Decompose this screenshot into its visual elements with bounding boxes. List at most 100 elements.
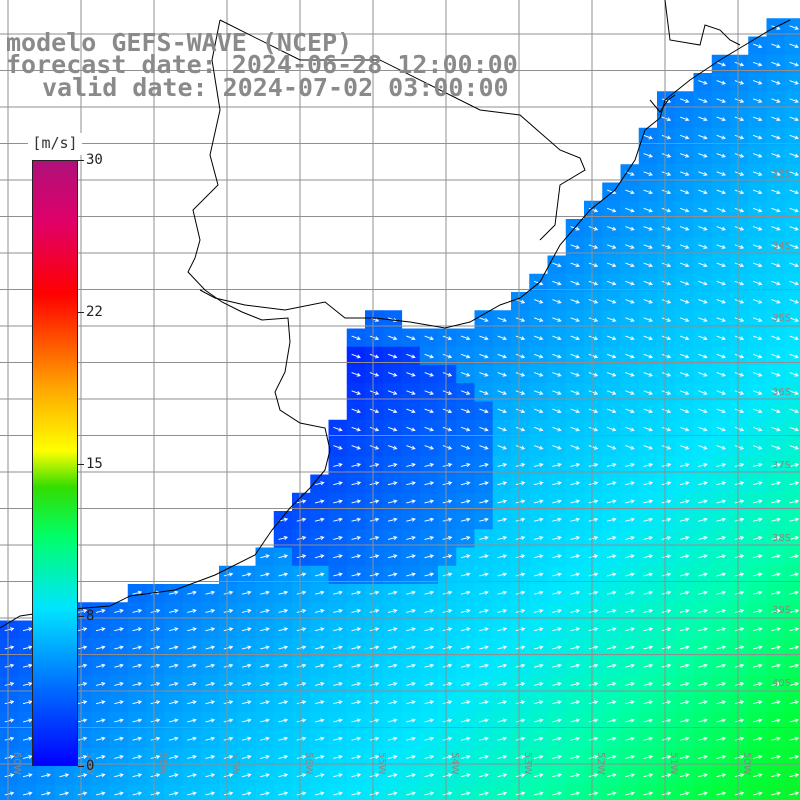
wind-arrow xyxy=(369,773,380,778)
wind-arrow xyxy=(570,390,580,395)
wind-arrow xyxy=(734,700,745,705)
wind-arrow xyxy=(442,572,453,577)
latitude-labels: 33S 34S 35S 36S 37S 38S 39S 40S xyxy=(772,169,791,689)
wind-arrow xyxy=(679,554,690,559)
wind-arrow xyxy=(187,645,197,650)
wind-arrow xyxy=(95,608,106,613)
wind-arrow xyxy=(296,590,307,595)
wind-arrow xyxy=(789,335,799,341)
wind-arrow xyxy=(552,791,562,796)
wind-arrow xyxy=(406,445,416,450)
wind-arrow xyxy=(205,700,216,705)
wind-arrow xyxy=(679,462,690,467)
wind-arrow xyxy=(716,445,726,450)
wind-arrow xyxy=(716,481,727,486)
wind-arrow xyxy=(278,645,289,650)
wind-arrow xyxy=(606,207,617,213)
wind-arrow xyxy=(296,517,307,522)
wind-arrow xyxy=(606,299,617,304)
wind-arrow xyxy=(552,700,562,705)
wind-cell xyxy=(784,383,800,403)
wind-arrow xyxy=(789,499,800,504)
wind-cell xyxy=(784,36,800,56)
wind-arrow xyxy=(515,426,526,432)
wind-arrow xyxy=(679,280,690,286)
wind-arrow xyxy=(114,718,124,723)
wind-arrow xyxy=(497,663,508,668)
wind-arrow xyxy=(771,61,781,67)
wind-arrow xyxy=(187,700,197,705)
wind-arrow xyxy=(679,627,690,632)
wind-cell xyxy=(73,784,92,800)
wind-arrow xyxy=(22,773,33,778)
wind-arrow xyxy=(479,608,489,613)
wind-arrow xyxy=(460,663,471,668)
colorbar-unit: [m/s] xyxy=(28,133,82,155)
wind-arrow xyxy=(734,390,745,395)
wind-arrow xyxy=(187,718,197,723)
wind-arrow xyxy=(698,773,708,778)
wind-arrow xyxy=(95,754,106,759)
wind-arrow xyxy=(333,754,343,759)
wind-arrow xyxy=(679,681,690,686)
wind-cell xyxy=(784,310,800,330)
wind-arrow xyxy=(625,445,635,450)
wind-arrow xyxy=(716,244,726,249)
wind-arrow xyxy=(95,791,106,796)
wind-arrow xyxy=(533,681,544,686)
wind-arrow xyxy=(333,681,343,686)
wind-arrow xyxy=(515,645,526,650)
wind-arrow xyxy=(479,517,489,522)
wind-arrow xyxy=(606,681,617,686)
wind-arrow xyxy=(533,517,544,522)
wind-arrow xyxy=(515,481,526,486)
wind-arrow xyxy=(314,481,325,486)
wind-arrow xyxy=(752,663,763,668)
wind-arrow xyxy=(314,773,325,778)
wind-arrow xyxy=(570,517,581,522)
wind-arrow xyxy=(661,627,672,632)
wind-arrow xyxy=(552,590,562,595)
wind-arrow xyxy=(260,608,270,613)
wind-arrow xyxy=(223,590,234,595)
wind-arrow xyxy=(643,773,654,778)
wind-arrow xyxy=(752,61,763,67)
wind-arrow xyxy=(479,791,489,796)
wind-arrow xyxy=(771,372,781,377)
wind-arrow xyxy=(570,262,580,268)
wind-arrow xyxy=(716,98,726,103)
wind-arrow xyxy=(333,608,343,613)
wind-arrow xyxy=(278,663,289,668)
wind-arrow xyxy=(187,773,197,778)
wind-cell xyxy=(675,784,695,800)
wind-arrow xyxy=(661,773,672,778)
wind-arrow xyxy=(150,736,161,741)
wind-arrow xyxy=(552,572,562,577)
wind-arrow xyxy=(661,408,672,414)
wind-arrow xyxy=(698,189,708,195)
wind-arrow xyxy=(387,645,398,650)
wind-arrow xyxy=(661,663,672,668)
wind-arrow xyxy=(150,718,161,723)
wind-arrow xyxy=(570,608,581,613)
wind-arrow xyxy=(241,572,252,577)
wind-arrow xyxy=(333,499,343,504)
wind-arrow xyxy=(369,736,380,741)
wind-arrow xyxy=(752,791,763,796)
wind-arrow xyxy=(588,372,599,377)
wind-arrow xyxy=(643,262,653,268)
wind-arrow xyxy=(442,608,453,613)
wind-arrow xyxy=(460,372,471,377)
wind-arrow xyxy=(296,572,307,577)
wind-cell xyxy=(36,784,56,800)
wind-cell xyxy=(219,784,238,800)
wind-arrow xyxy=(296,499,307,504)
wind-arrow xyxy=(679,608,690,613)
wind-arrow xyxy=(698,207,708,213)
wind-arrow xyxy=(789,171,799,176)
wind-arrow xyxy=(789,317,799,322)
wind-arrow xyxy=(643,681,654,686)
wind-arrow xyxy=(296,663,307,668)
wind-arrow xyxy=(424,645,435,650)
wind-arrow xyxy=(679,645,690,650)
